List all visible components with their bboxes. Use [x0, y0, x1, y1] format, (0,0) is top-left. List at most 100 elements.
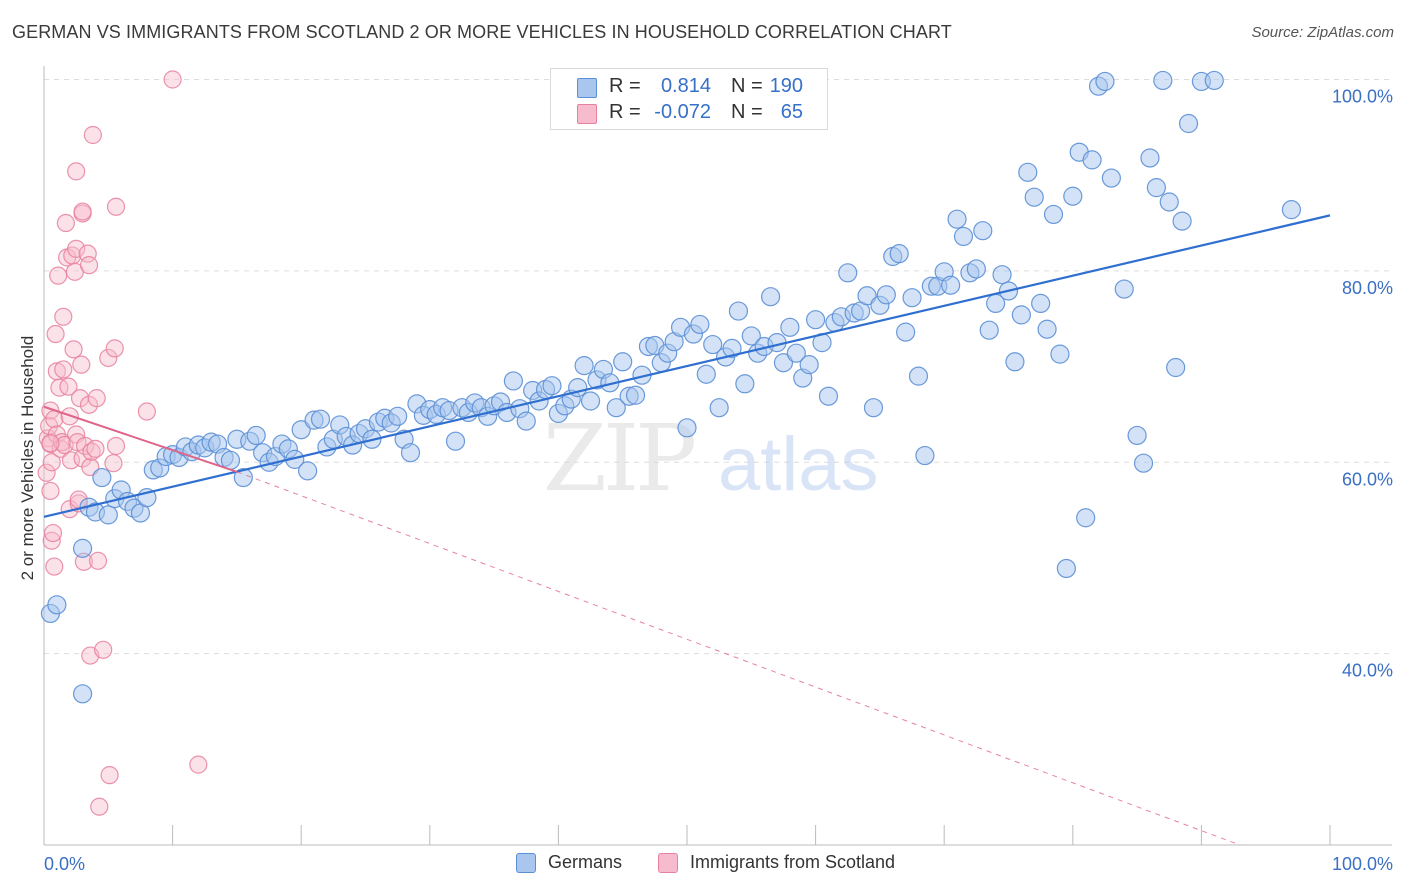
germans-point	[722, 338, 742, 358]
germans-point	[1172, 211, 1192, 231]
scotland-point	[41, 401, 60, 420]
germans-point	[1024, 187, 1044, 207]
legend-item-germans[interactable]: Germans	[516, 852, 622, 873]
germans-point	[1159, 192, 1179, 212]
scotland-point	[67, 162, 86, 181]
germans-point	[613, 352, 633, 372]
germans-point	[298, 461, 318, 481]
source-label: Source: ZipAtlas.com	[1251, 24, 1394, 41]
germans-point	[690, 314, 710, 335]
germans-point	[709, 398, 729, 418]
germans-point	[979, 320, 999, 340]
germans-point	[1146, 178, 1166, 198]
germans-point	[741, 326, 761, 346]
germans-n-value: 190	[769, 75, 803, 97]
scotland-point	[42, 453, 61, 472]
germans-r-label: R =	[609, 75, 641, 97]
germans-swatch	[577, 78, 597, 98]
stats-legend: R = 0.814 N = 190 R = -0.072 N = 65	[550, 68, 828, 130]
watermark-atlas: atlas	[718, 422, 879, 507]
germans-point	[1114, 279, 1134, 299]
watermark: ZIP atlas	[543, 405, 879, 512]
germans-point	[246, 425, 266, 446]
scotland-point	[37, 463, 56, 482]
germans-point	[1281, 200, 1302, 220]
germans-point	[310, 409, 331, 429]
germans-point	[1127, 425, 1147, 446]
germans-point	[1063, 186, 1083, 206]
scotland-n-value: 65	[780, 101, 803, 123]
legend-item-scotland[interactable]: Immigrants from Scotland	[658, 852, 895, 873]
germans-point	[677, 418, 697, 438]
legend-germans-swatch	[516, 852, 536, 873]
scotland-point	[104, 454, 123, 473]
tick-labels: 40.0% 60.0% 80.0% 100.0% 0.0% 100.0%	[44, 87, 1393, 875]
germans-point	[72, 684, 93, 704]
scotland-point	[43, 523, 63, 543]
germans-point	[503, 371, 523, 391]
germans-point	[953, 226, 974, 247]
scotland-n-label: N =	[731, 101, 763, 123]
germans-point	[838, 263, 858, 283]
germans-point	[908, 366, 929, 386]
y-tick-label: 100.0%	[1332, 87, 1393, 107]
x-tick-label-end: 100.0%	[1332, 854, 1393, 874]
scotland-trendline	[43, 405, 238, 473]
germans-point	[1082, 150, 1102, 170]
germans-point	[902, 288, 922, 308]
germans-point	[542, 376, 562, 396]
scotland-point	[41, 481, 60, 501]
germans-point	[780, 317, 800, 337]
scotland-swatch	[577, 104, 597, 124]
x-tick-label-start: 0.0%	[44, 854, 85, 874]
chart-title: GERMAN VS IMMIGRANTS FROM SCOTLAND 2 OR …	[12, 22, 952, 42]
germans-point	[786, 343, 806, 363]
germans-point	[291, 420, 311, 440]
scotland-points	[37, 70, 208, 816]
scotland-point	[42, 531, 61, 550]
scotland-point	[106, 436, 126, 456]
germans-point	[1133, 453, 1154, 473]
scotland-point	[88, 551, 108, 570]
germans-r-value: 0.814	[660, 75, 711, 97]
germans-point	[47, 595, 67, 615]
germans-point	[1018, 162, 1038, 182]
germans-points	[40, 70, 1302, 704]
germans-point	[941, 275, 961, 295]
y-tick-label: 80.0%	[1342, 278, 1393, 298]
scotland-point	[67, 239, 86, 258]
germans-point	[1031, 293, 1051, 314]
germans-point	[760, 287, 781, 307]
germans-point	[1140, 148, 1160, 168]
germans-point	[1101, 168, 1121, 188]
scotland-point	[83, 125, 102, 145]
germans-point	[728, 301, 749, 321]
germans-point	[947, 209, 967, 229]
germans-point	[388, 406, 408, 426]
germans-point	[863, 398, 884, 418]
scotland-point	[64, 340, 83, 359]
germans-point	[799, 355, 819, 375]
germans-point	[72, 538, 93, 558]
germans-point	[1095, 71, 1115, 92]
germans-point	[818, 386, 839, 406]
germans-point	[889, 244, 909, 264]
germans-point	[606, 398, 626, 418]
germans-point	[445, 431, 466, 451]
germans-point	[1178, 113, 1199, 134]
germans-point	[580, 391, 601, 411]
y-tick-label: 40.0%	[1342, 661, 1393, 681]
germans-point	[992, 265, 1012, 285]
germans-point	[1011, 305, 1031, 325]
scotland-r-value: -0.072	[654, 101, 711, 123]
germans-point	[574, 356, 594, 376]
scotland-point	[41, 434, 60, 453]
germans-point	[516, 411, 536, 431]
scotland-point	[78, 244, 97, 263]
germans-point	[696, 364, 716, 384]
germans-point	[625, 385, 646, 405]
scotland-point	[86, 439, 105, 458]
scotland-point	[79, 256, 99, 275]
germans-point	[1043, 204, 1064, 225]
